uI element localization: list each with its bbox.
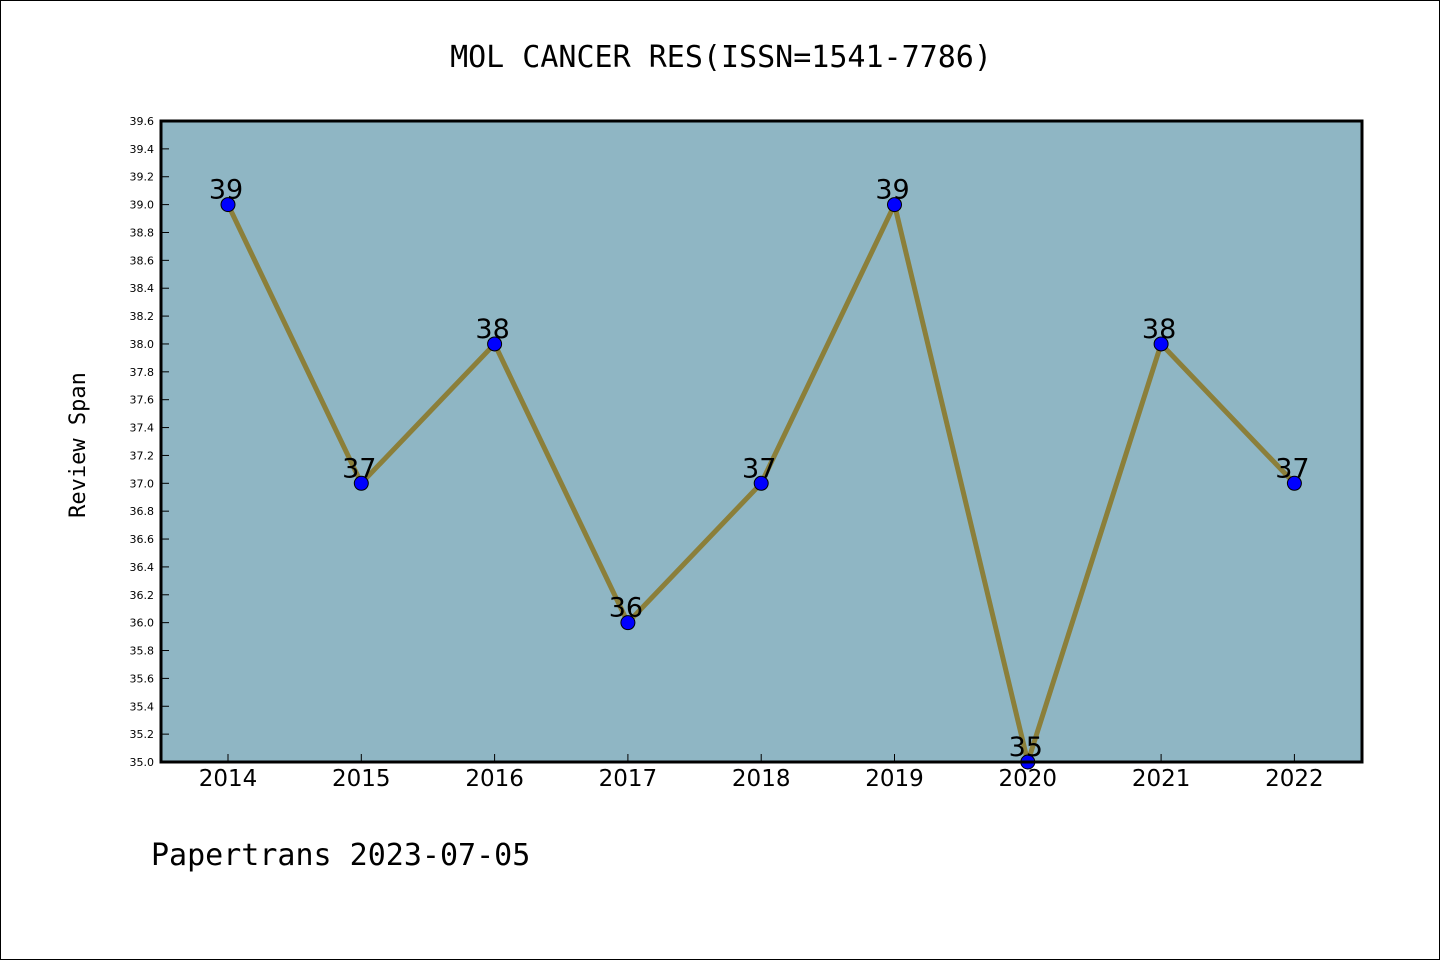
data-label: 36: [609, 593, 643, 624]
y-tick-label: 36.2: [130, 589, 155, 602]
y-tick-label: 37.4: [130, 422, 155, 435]
x-tick-label: 2018: [732, 766, 791, 792]
data-labels: 39 37 38 36 37 39 35 38 37: [209, 175, 1310, 763]
data-label: 35: [1009, 732, 1043, 763]
y-tick-label: 37.6: [130, 394, 155, 407]
x-tick-label: 2019: [865, 766, 924, 792]
y-tick-label: 38.4: [130, 282, 155, 295]
x-tick-label: 2014: [199, 766, 258, 792]
y-tick-label: 39.2: [130, 171, 155, 184]
x-tick-label: 2022: [1265, 766, 1324, 792]
y-tick-label: 35.6: [130, 672, 155, 685]
data-point: [620, 615, 636, 631]
data-point: [487, 336, 503, 352]
data-points: [220, 197, 1302, 770]
data-label: 39: [209, 175, 243, 206]
data-point: [753, 475, 769, 491]
x-tick-label: 2021: [1132, 766, 1191, 792]
data-point: [1286, 475, 1302, 491]
y-tick-label: 36.0: [130, 617, 155, 630]
y-tick-label: 39.4: [130, 143, 155, 156]
x-tick-label: 2017: [599, 766, 658, 792]
data-label: 38: [475, 314, 509, 345]
y-tick-label: 37.2: [130, 449, 155, 462]
y-axis: 35.0 35.2 35.4 35.6 35.8 36.0 36.2 36.4 36.6 36.8…: [130, 115, 169, 769]
y-tick-label: 37.8: [130, 366, 155, 379]
data-point: [220, 197, 236, 213]
y-tick-label: 35.0: [130, 756, 155, 769]
data-label: 37: [342, 453, 376, 484]
y-tick-label: 38.0: [130, 338, 155, 351]
y-axis-label: Review Span: [66, 372, 91, 518]
y-tick-label: 35.8: [130, 645, 155, 658]
y-tick-label: 39.6: [130, 115, 155, 128]
x-tick-label: 2015: [332, 766, 391, 792]
y-tick-label: 38.8: [130, 226, 155, 239]
y-tick-label: 36.4: [130, 561, 155, 574]
y-tick-label: 37.0: [130, 477, 155, 490]
x-axis: 2014 2015 2016 2017 2018 2019 2020 2021 2022: [199, 754, 1324, 792]
data-point: [1153, 336, 1169, 352]
y-tick-label: 35.2: [130, 728, 155, 741]
data-label: 37: [742, 453, 776, 484]
data-point: [887, 197, 902, 213]
x-tick-label: 2016: [465, 766, 524, 792]
plot-area: [161, 121, 1362, 762]
data-point: [353, 475, 369, 491]
data-label: 39: [875, 175, 909, 206]
data-label: 37: [1275, 453, 1309, 484]
y-tick-label: 38.2: [130, 310, 155, 323]
chart-title: MOL CANCER RES(ISSN=1541-7786): [450, 40, 992, 75]
y-tick-label: 36.8: [130, 505, 155, 518]
x-tick-label: 2020: [999, 766, 1058, 792]
y-tick-label: 38.6: [130, 254, 155, 267]
y-tick-label: 39.0: [130, 199, 155, 212]
footer-text: Papertrans 2023-07-05: [151, 838, 530, 873]
plot-border: [159, 119, 1364, 764]
y-tick-label: 35.4: [130, 700, 155, 713]
data-label: 38: [1142, 314, 1176, 345]
y-tick-label: 36.6: [130, 533, 155, 546]
